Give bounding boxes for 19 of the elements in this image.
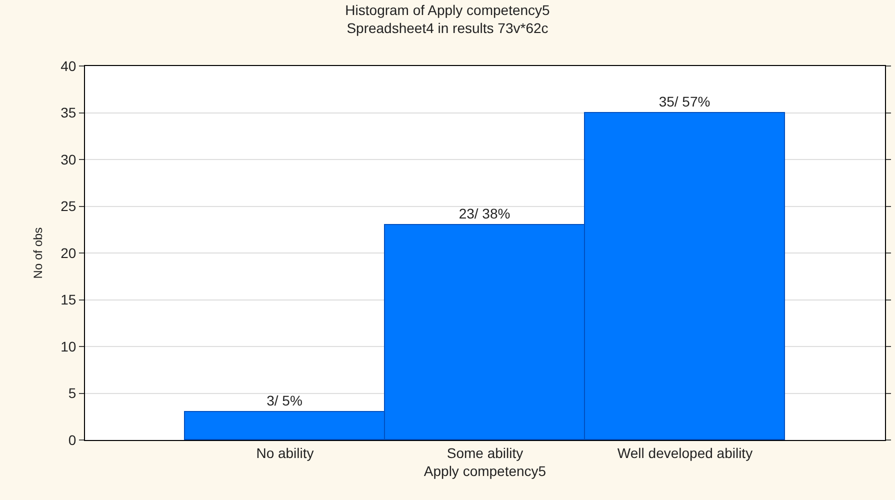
chart-title: Histogram of Apply competency5: [345, 2, 550, 18]
y-tick-label: 15: [60, 292, 76, 308]
y-tick-label: 30: [60, 151, 76, 168]
y-tick-label: 25: [60, 198, 76, 214]
chart-subtitle: Spreadsheet4 in results 73v*62c: [346, 20, 548, 36]
x-tick-label: No ability: [256, 444, 314, 461]
y-tick-label: 35: [60, 104, 76, 121]
y-axis-title: No of obs: [30, 227, 45, 279]
y-tick-label: 5: [68, 385, 76, 402]
data-label: 3/ 5%: [266, 392, 302, 408]
y-tick-label: 10: [60, 338, 76, 354]
x-axis-title: Apply competency5: [424, 463, 546, 480]
y-tick-label: 20: [60, 244, 76, 261]
data-label: 23/ 38%: [458, 206, 510, 222]
y-tick-label: 0: [68, 432, 76, 448]
y-tick-label: 40: [60, 58, 76, 74]
x-tick-label: Well developed ability: [617, 444, 753, 461]
x-tick-label: Some ability: [446, 444, 524, 461]
data-label: 35/ 57%: [658, 94, 710, 110]
